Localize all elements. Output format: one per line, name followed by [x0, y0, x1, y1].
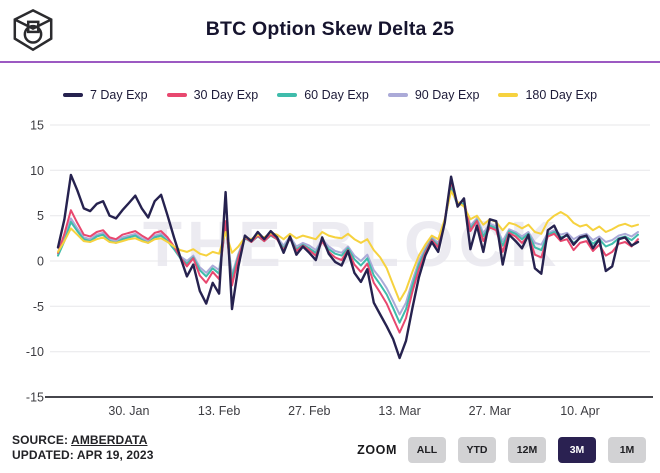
legend-item-7-day-exp[interactable]: 7 Day Exp	[62, 88, 148, 102]
series-line-7-day-exp	[56, 173, 640, 360]
x-tick-label-0: 30. Jan	[108, 404, 149, 418]
chart-title: BTC Option Skew Delta 25	[205, 18, 455, 40]
legend-marker-60-day-exp	[277, 93, 298, 97]
legend-marker-180-day-exp	[498, 93, 519, 97]
x-tick-label-4: 27. Mar	[469, 404, 511, 418]
legend-marker-30-day-exp	[166, 93, 187, 97]
zoom-button-row: ALL YTD 12M 3M 1M	[408, 437, 646, 463]
series-line-90-day-exp	[57, 188, 639, 316]
zoom-button-1m[interactable]: 1M	[608, 437, 646, 463]
y-tick-label--10: -10	[26, 345, 44, 359]
x-tick-label-5: 10. Apr	[560, 404, 600, 418]
accent-divider	[0, 61, 660, 63]
legend-label: 90 Day Exp	[414, 88, 480, 102]
zoom-controls: ZOOM ALL YTD 12M 3M 1M	[357, 437, 646, 463]
x-tick-label-3: 13. Mar	[378, 404, 420, 418]
source-label: SOURCE:	[12, 433, 69, 447]
y-tick-label-5: 5	[37, 209, 44, 223]
y-tick-label-15: 15	[30, 119, 44, 133]
legend-label: 30 Day Exp	[193, 88, 259, 102]
updated-line: UPDATED: APR 19, 2023	[12, 448, 154, 463]
y-tick-label-10: 10	[30, 164, 44, 178]
y-tick-label--5: -5	[33, 300, 44, 314]
legend-item-180-day-exp[interactable]: 180 Day Exp	[498, 88, 597, 102]
legend-label: 7 Day Exp	[89, 88, 148, 102]
x-tick-label-2: 27. Feb	[288, 404, 330, 418]
x-tick-label-1: 13. Feb	[198, 404, 240, 418]
legend-item-60-day-exp[interactable]: 60 Day Exp	[277, 88, 369, 102]
legend-item-90-day-exp[interactable]: 90 Day Exp	[387, 88, 480, 102]
y-tick-label-0: 0	[37, 255, 44, 269]
legend-marker-90-day-exp	[387, 93, 408, 97]
y-tick-label--15: -15	[26, 391, 44, 405]
legend-item-30-day-exp[interactable]: 30 Day Exp	[166, 88, 259, 102]
zoom-button-12m[interactable]: 12M	[508, 437, 546, 463]
legend-label: 180 Day Exp	[525, 88, 598, 102]
chart-legend: 7 Day Exp 30 Day Exp 60 Day Exp 90 Day Exp 1…	[0, 88, 660, 102]
zoom-button-3m[interactable]: 3M	[558, 437, 596, 463]
series-line-180-day-exp	[57, 190, 639, 302]
series-line-60-day-exp	[57, 185, 639, 324]
legend-marker-7-day-exp	[62, 93, 83, 97]
the-block-logo-icon	[13, 8, 53, 52]
zoom-button-ytd[interactable]: YTD	[458, 437, 496, 463]
source-line: SOURCE: AMBERDATA	[12, 433, 153, 448]
source-link[interactable]: AMBERDATA	[71, 433, 148, 447]
zoom-label: ZOOM	[357, 443, 397, 457]
source-block: SOURCE: AMBERDATA UPDATED: APR 19, 2023	[12, 433, 153, 464]
zoom-button-all[interactable]: ALL	[408, 437, 446, 463]
legend-label: 60 Day Exp	[304, 88, 369, 102]
